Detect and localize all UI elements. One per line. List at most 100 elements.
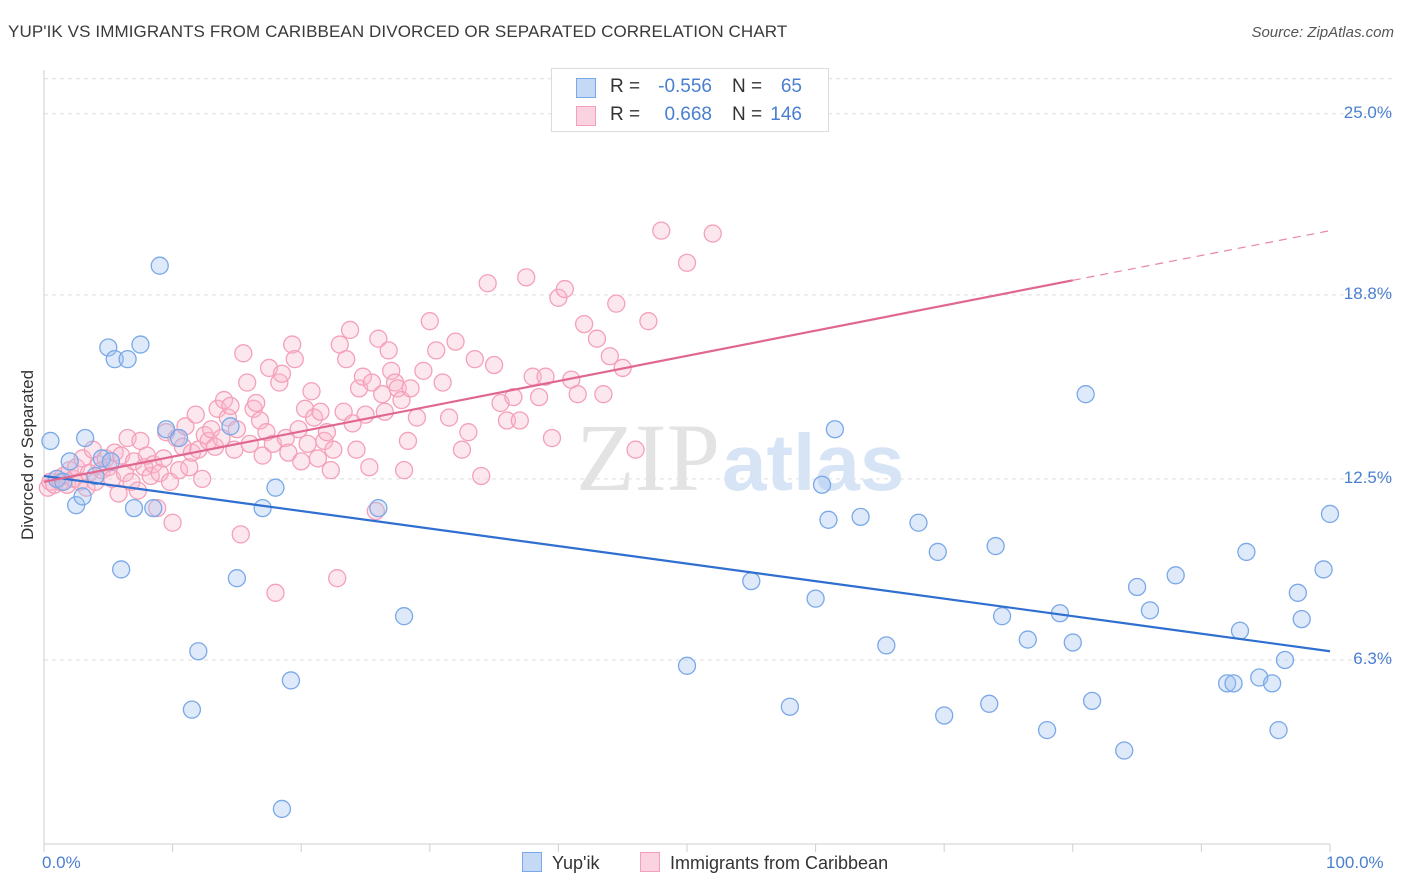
point-caribbean [321,460,340,480]
point-caribbean [234,344,253,363]
y-tick-label: 18.8% [1343,283,1392,303]
chart-title: YUP'IK VS IMMIGRANTS FROM CARIBBEAN DIVO… [8,22,788,41]
point-yupik [144,498,163,518]
point-caribbean [394,460,414,480]
point-caribbean [703,224,722,243]
point-yupik [851,507,870,527]
point-caribbean [353,367,373,386]
point-caribbean [302,382,321,401]
point-caribbean [510,411,529,430]
point-caribbean [439,408,459,427]
y-tick-label: 12.5% [1343,467,1392,487]
legend-n-value-yupik: 65 [780,76,802,97]
point-yupik [112,560,131,579]
point-yupik [1018,630,1037,649]
point-caribbean [517,268,536,287]
stats-legend: R = -0.556 N = 65 R = 0.668 N = 146 [551,68,829,132]
bottom-legend-label-caribbean: Immigrants from Caribbean [670,853,889,873]
trend-line-yupik [43,474,1331,653]
point-yupik [928,542,947,562]
point-yupik [272,799,292,819]
point-caribbean [427,341,446,360]
point-yupik [157,420,176,439]
chart-source: Source: ZipAtlas.com [1251,24,1394,41]
point-caribbean [414,361,433,380]
point-yupik [812,475,832,494]
axes [43,70,1331,852]
point-caribbean [568,385,587,404]
legend-n-value-caribbean: 146 [770,104,802,125]
point-yupik [1320,504,1340,524]
point-caribbean [382,361,401,380]
point-caribbean [285,350,304,369]
point-caribbean [600,347,619,366]
point-caribbean [446,332,465,351]
point-caribbean [272,364,292,383]
point-yupik [169,428,189,448]
point-yupik [677,656,697,675]
point-caribbean [536,367,555,386]
legend-swatch-yupik [576,78,596,98]
point-caribbean [169,460,189,480]
legend-r-value-caribbean: 0.668 [664,104,712,125]
point-yupik [1127,577,1147,597]
point-yupik [1269,720,1288,740]
point-yupik [742,571,761,591]
bottom-legend-swatch-caribbean [640,852,660,872]
point-yupik [253,498,272,518]
trend-line-caribbean [43,279,1074,483]
point-yupik [980,694,999,713]
point-yupik [1237,542,1256,562]
point-yupik [41,431,60,451]
point-caribbean [459,423,478,442]
point-caribbean [163,513,182,532]
grid-lines [44,78,1392,661]
legend-r-label: R = [610,104,641,125]
point-caribbean [375,402,394,421]
point-caribbean [452,440,472,459]
y-tick-label: 25.0% [1343,102,1392,122]
point-caribbean [289,420,308,439]
point-yupik [935,706,954,725]
point-caribbean [484,355,504,375]
point-yupik [1224,674,1243,693]
point-yupik [227,569,247,588]
point-caribbean [324,440,343,459]
point-caribbean [478,274,497,293]
point-caribbean [529,387,549,407]
point-caribbean [472,466,491,486]
point-yupik [1217,674,1237,693]
point-caribbean [497,411,517,430]
point-caribbean [279,443,298,462]
point-yupik [1082,691,1102,711]
point-yupik [1063,633,1082,652]
y-tick-label: 6.3% [1353,648,1392,668]
point-caribbean [639,312,658,331]
legend-r-label: R = [610,76,641,97]
x-tick-label-min: 0.0% [42,853,81,872]
point-yupik [1288,583,1307,602]
watermark-atlas: atlas [722,418,904,507]
point-caribbean [574,314,594,334]
point-caribbean [420,312,439,331]
point-yupik [1230,621,1250,640]
point-caribbean [347,440,366,459]
bottom-legend-label-yupik: Yup'ik [552,853,600,873]
point-yupik [105,350,124,369]
legend-swatch-caribbean [576,106,596,126]
point-yupik [60,452,79,471]
point-yupik [877,636,896,655]
point-yupik [1115,741,1134,760]
trend-line-caribbean-extension [1072,230,1331,281]
point-caribbean [193,469,212,489]
legend-row-yupik: R = -0.556 N = 65 [552,73,828,101]
point-caribbean [366,501,385,521]
point-caribbean [250,411,270,430]
point-caribbean [360,458,379,477]
point-caribbean [652,221,671,240]
point-caribbean [388,379,407,398]
point-yupik [124,498,144,518]
bottom-legend-yupik: Yup'ik [522,852,599,874]
point-yupik [189,642,208,661]
point-yupik [221,417,240,436]
